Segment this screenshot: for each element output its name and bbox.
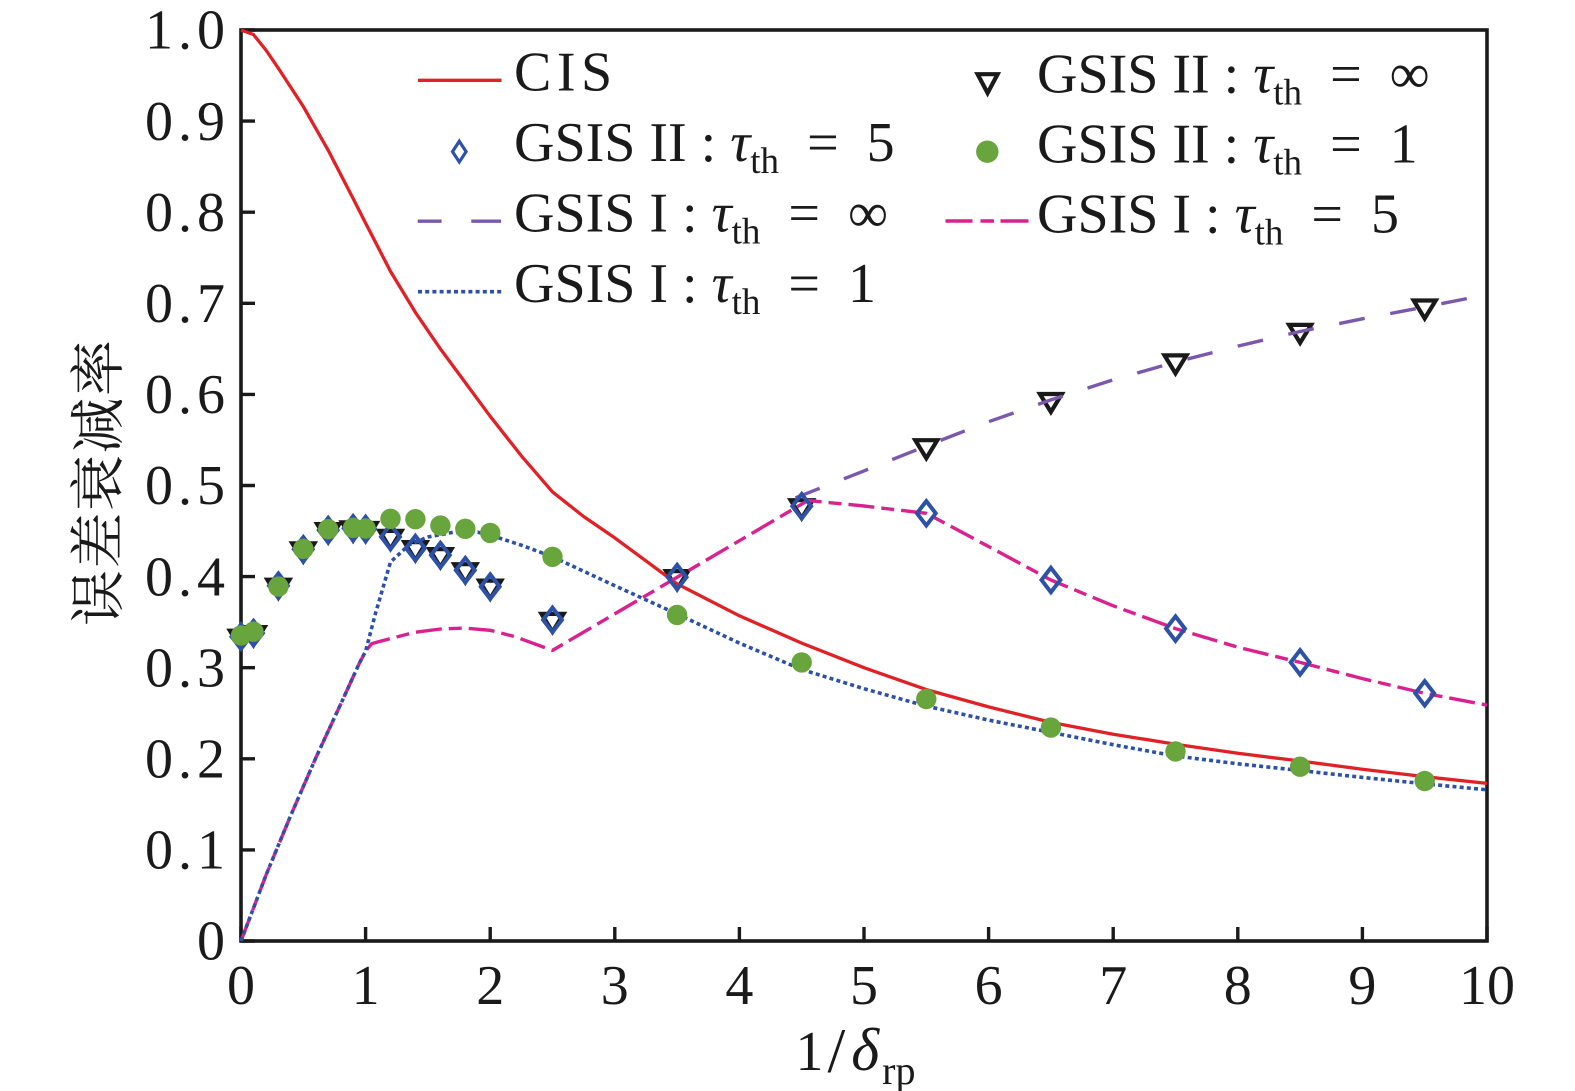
svg-text:7: 7: [1099, 955, 1127, 1017]
svg-text:GSIS II : τth = 1: GSIS II : τth = 1: [1037, 114, 1418, 184]
svg-text:0: 0: [227, 955, 255, 1017]
svg-text:6: 6: [975, 955, 1003, 1017]
svg-text:10: 10: [1459, 955, 1515, 1017]
svg-text:1: 1: [352, 955, 380, 1017]
svg-text:GSIS I : τth = ∞: GSIS I : τth = ∞: [514, 183, 888, 253]
svg-text:0.4: 0.4: [145, 546, 230, 608]
svg-text:0.7: 0.7: [145, 273, 230, 335]
svg-text:2: 2: [476, 955, 504, 1017]
svg-text:GSIS I : τth = 1: GSIS I : τth = 1: [514, 253, 876, 323]
svg-text:0: 0: [197, 911, 230, 973]
svg-text:GSIS I : τth = 5: GSIS I : τth = 5: [1037, 184, 1399, 254]
svg-text:0.9: 0.9: [145, 91, 230, 153]
svg-text:4: 4: [725, 955, 753, 1017]
svg-text:0.3: 0.3: [145, 637, 230, 699]
svg-text:0.6: 0.6: [145, 364, 230, 426]
svg-text:GSIS II : τth = 5: GSIS II : τth = 5: [514, 112, 895, 182]
svg-text:9: 9: [1348, 955, 1376, 1017]
svg-text:CIS: CIS: [514, 42, 618, 104]
svg-text:8: 8: [1224, 955, 1252, 1017]
svg-text:3: 3: [601, 955, 629, 1017]
svg-text:5: 5: [850, 955, 878, 1017]
svg-text:1.0: 1.0: [145, 0, 230, 62]
svg-text:0.8: 0.8: [145, 182, 230, 244]
svg-text:0.5: 0.5: [145, 455, 230, 517]
svg-text:GSIS II : τth = ∞: GSIS II : τth = ∞: [1037, 44, 1430, 114]
svg-text:0.2: 0.2: [145, 729, 230, 791]
svg-text:0.1: 0.1: [145, 820, 230, 882]
